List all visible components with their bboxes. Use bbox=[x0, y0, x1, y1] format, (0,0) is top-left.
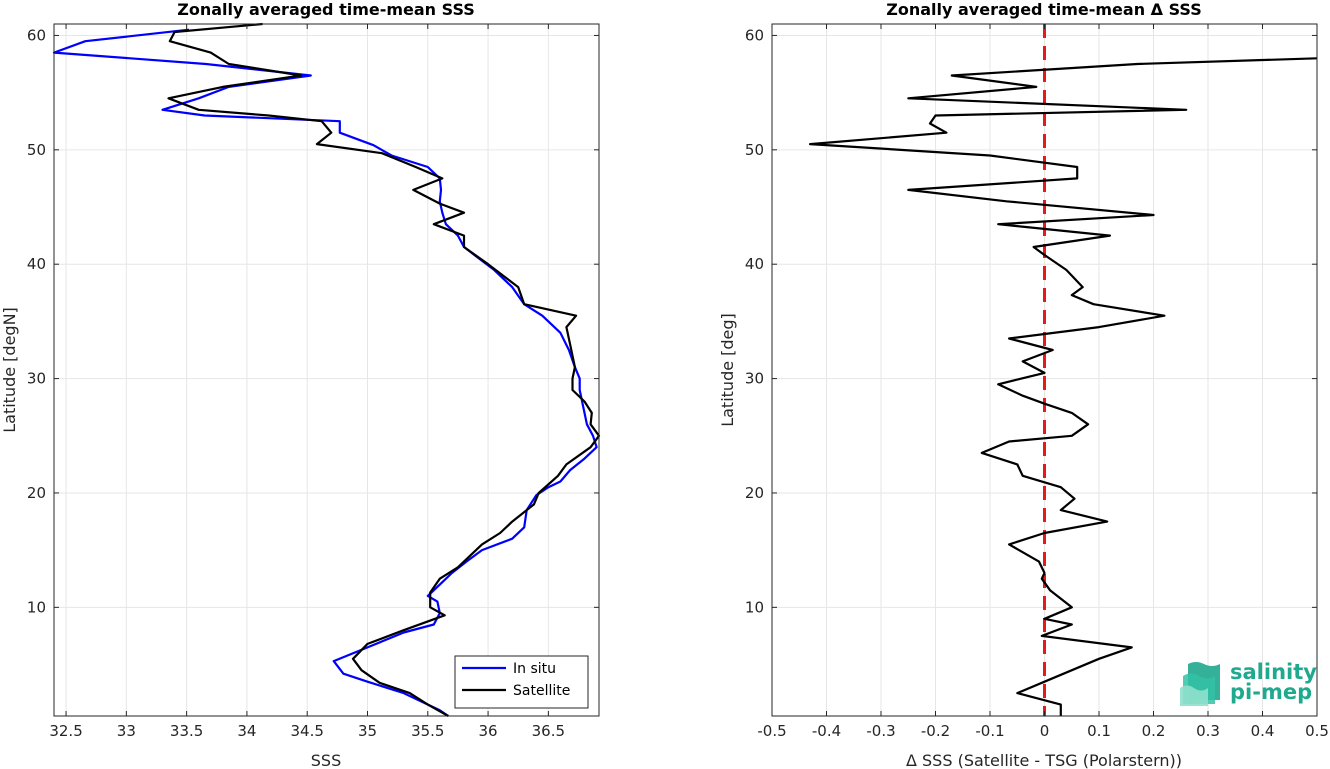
left-x-tick-label: 35 bbox=[358, 722, 377, 740]
right-x-tick-label: 0 bbox=[1040, 722, 1050, 740]
logo-text-pi-mep: pi-mep bbox=[1230, 680, 1312, 704]
left-y-tick-label: 20 bbox=[27, 484, 46, 502]
left-x-tick-label: 32.5 bbox=[49, 722, 82, 740]
right-chart-panel: -0.5 -0.4 -0.3 -0.2 -0.1 0 0.1 0.2 0.3 0.4 0.5 10 20… bbox=[718, 0, 1329, 769]
right-chart-title: Zonally averaged time-mean Δ SSS bbox=[886, 0, 1202, 19]
right-ticks: -0.5 -0.4 -0.3 -0.2 -0.1 0 0.1 0.2 0.3 0.4 0.5 10 20… bbox=[745, 24, 1329, 740]
left-y-tick-label: 10 bbox=[27, 598, 46, 616]
right-x-tick-label: 0.3 bbox=[1196, 722, 1220, 740]
left-y-tick-label: 50 bbox=[27, 141, 46, 159]
left-y-tick-label: 60 bbox=[27, 26, 46, 44]
right-x-tick-label: -0.1 bbox=[975, 722, 1004, 740]
right-x-axis-label: Δ SSS (Satellite - TSG (Polarstern)) bbox=[906, 751, 1182, 769]
left-x-tick-label: 34 bbox=[237, 722, 256, 740]
right-y-tick-label: 20 bbox=[745, 484, 764, 502]
right-series-line-delta-sss bbox=[809, 57, 1318, 716]
right-y-tick-label: 10 bbox=[745, 598, 764, 616]
legend-label-satellite: Satellite bbox=[513, 683, 570, 699]
right-y-tick-label: 60 bbox=[745, 26, 764, 44]
right-x-tick-label: 0.2 bbox=[1142, 722, 1166, 740]
right-y-tick-label: 30 bbox=[745, 370, 764, 388]
right-y-tick-label: 40 bbox=[745, 255, 764, 273]
legend-box bbox=[454, 655, 589, 709]
legend-label-in-situ: In situ bbox=[513, 661, 556, 677]
logo-text-salinity: salinity bbox=[1230, 660, 1317, 684]
salinity-pi-mep-logo: salinity pi-mep bbox=[1180, 660, 1317, 706]
right-x-tick-label: -0.5 bbox=[757, 722, 786, 740]
left-x-tick-label: 33 bbox=[117, 722, 136, 740]
left-x-tick-label: 36 bbox=[479, 722, 498, 740]
left-x-axis-label: SSS bbox=[311, 751, 341, 769]
right-y-axis-label: Latitude [deg] bbox=[718, 313, 737, 427]
right-x-tick-label: -0.3 bbox=[866, 722, 895, 740]
left-x-tick-label: 35.5 bbox=[411, 722, 444, 740]
left-x-tick-label: 33.5 bbox=[170, 722, 203, 740]
left-x-tick-label: 34.5 bbox=[291, 722, 324, 740]
legend: In situ Satellite bbox=[454, 655, 589, 709]
left-y-tick-label: 40 bbox=[27, 255, 46, 273]
right-series-group bbox=[809, 24, 1318, 716]
left-chart-title: Zonally averaged time-mean SSS bbox=[177, 0, 475, 19]
left-y-axis-label: Latitude [degN] bbox=[0, 307, 19, 433]
right-x-tick-label: 0.5 bbox=[1305, 722, 1329, 740]
right-x-tick-label: -0.4 bbox=[812, 722, 841, 740]
left-axes-box bbox=[53, 23, 600, 717]
left-plot-area bbox=[54, 24, 599, 716]
right-x-tick-label: -0.2 bbox=[921, 722, 950, 740]
left-series-line-in-situ bbox=[52, 28, 598, 717]
right-x-tick-label: 0.4 bbox=[1251, 722, 1275, 740]
salinity-waves-logo-icon bbox=[1180, 662, 1220, 706]
left-series-group bbox=[52, 22, 601, 717]
right-y-tick-label: 50 bbox=[745, 141, 764, 159]
left-series-line-satellite bbox=[167, 22, 601, 717]
left-ticks: 32.5 33 33.5 34 34.5 35 35.5 36 36.5 10 20 30 40 50 60 bbox=[27, 24, 599, 740]
right-x-tick-label: 0.1 bbox=[1087, 722, 1111, 740]
left-grid bbox=[54, 24, 599, 716]
left-y-tick-label: 30 bbox=[27, 370, 46, 388]
left-chart-panel: 32.5 33 33.5 34 34.5 35 35.5 36 36.5 10 20 30 40 50 60… bbox=[0, 0, 601, 769]
left-x-tick-label: 36.5 bbox=[532, 722, 565, 740]
